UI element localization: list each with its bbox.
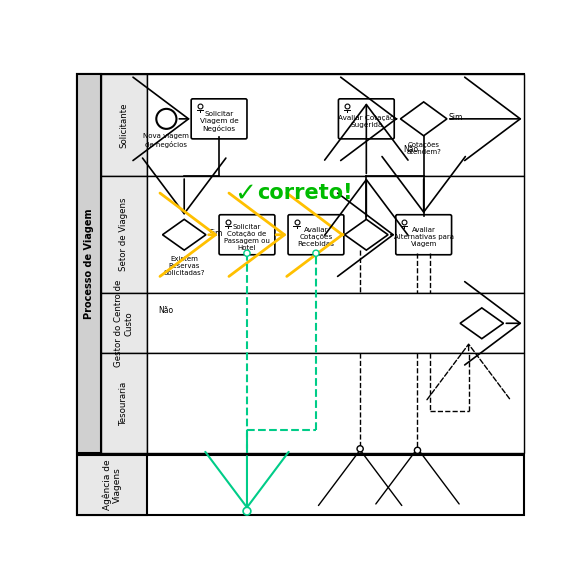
Polygon shape — [345, 219, 388, 250]
Bar — [100, 74, 147, 176]
Circle shape — [243, 507, 251, 515]
Text: Não: Não — [404, 145, 419, 154]
Circle shape — [414, 447, 420, 454]
Bar — [100, 353, 147, 454]
Text: Sim: Sim — [448, 113, 463, 122]
Bar — [100, 293, 147, 353]
Text: ✓: ✓ — [234, 180, 257, 206]
FancyBboxPatch shape — [396, 215, 451, 255]
Text: Gestor do Centro de
Custo: Gestor do Centro de Custo — [114, 280, 133, 367]
FancyBboxPatch shape — [339, 99, 394, 139]
Circle shape — [156, 109, 177, 129]
Bar — [147, 176, 524, 293]
Text: Não: Não — [158, 305, 174, 315]
Text: Solicitante: Solicitante — [119, 102, 128, 147]
Bar — [147, 74, 524, 176]
Text: Processo de Viagem: Processo de Viagem — [84, 208, 94, 319]
Text: Avaliar
Alternativas para
Viagem: Avaliar Alternativas para Viagem — [394, 227, 454, 247]
Text: Cotações
atendem?: Cotações atendem? — [406, 142, 441, 155]
Bar — [77, 455, 524, 515]
Text: Sim: Sim — [208, 229, 222, 238]
Text: Setor de Viagens: Setor de Viagens — [119, 198, 128, 272]
FancyBboxPatch shape — [191, 99, 247, 139]
Text: correto!: correto! — [257, 183, 353, 203]
Bar — [77, 74, 524, 454]
Bar — [77, 74, 100, 454]
Bar — [147, 353, 524, 454]
Text: Solicitar
Viagem de
Negócios: Solicitar Viagem de Negócios — [200, 111, 238, 132]
Text: Solicitar
Cotação de
Passagem ou
Hotel: Solicitar Cotação de Passagem ou Hotel — [224, 223, 270, 251]
FancyBboxPatch shape — [288, 215, 344, 255]
Circle shape — [313, 250, 319, 257]
Bar — [77, 455, 147, 515]
Text: Existem
Reservas
Solicitadas?: Existem Reservas Solicitadas? — [163, 257, 205, 276]
Polygon shape — [460, 308, 504, 339]
Text: Tesouraria: Tesouraria — [119, 381, 128, 426]
Polygon shape — [400, 102, 447, 136]
Text: Avaliar Cotação
Sugerida: Avaliar Cotação Sugerida — [338, 115, 394, 128]
Text: Avaliar
Cotações
Recebidas: Avaliar Cotações Recebidas — [298, 227, 335, 247]
Text: Nova viagem
de negócios: Nova viagem de negócios — [143, 134, 190, 147]
FancyBboxPatch shape — [219, 215, 275, 255]
Bar — [100, 176, 147, 293]
Circle shape — [244, 250, 250, 257]
Bar — [147, 293, 524, 353]
Text: Agência de
Viagens: Agência de Viagens — [102, 459, 122, 510]
Polygon shape — [163, 219, 206, 250]
Circle shape — [357, 446, 363, 452]
